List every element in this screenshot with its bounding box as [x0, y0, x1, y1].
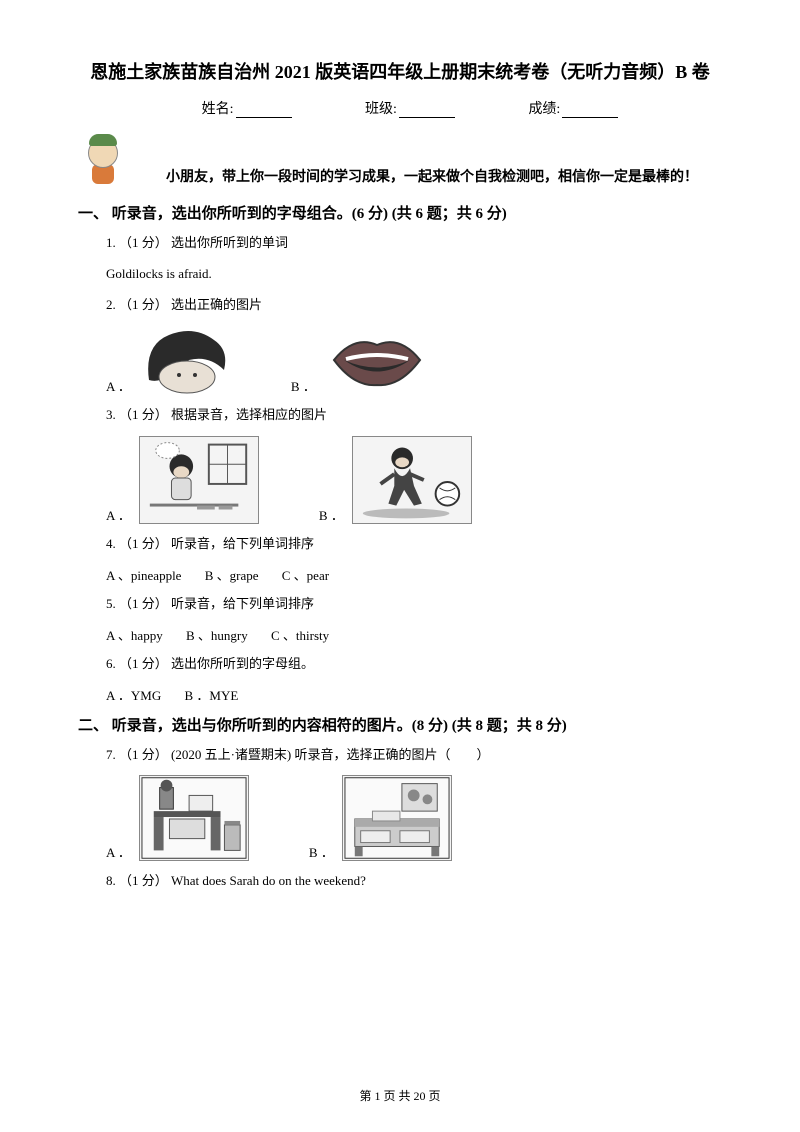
- q4-options: A 、pineapple B 、grape C 、pear: [106, 565, 722, 584]
- q7-stem: 7. （1 分） (2020 五上·诸暨期末) 听录音，选择正确的图片（ ）: [106, 745, 722, 766]
- q2-b-label: B ．: [291, 376, 316, 395]
- page-title: 恩施土家族苗族自治州 2021 版英语四年级上册期末统考卷（无听力音频）B 卷: [78, 58, 722, 84]
- q5-opt-b[interactable]: B 、hungry: [186, 628, 248, 643]
- q2-stem: 2. （1 分） 选出正确的图片: [106, 295, 722, 316]
- q6-opt-b[interactable]: B ．MYE: [185, 688, 239, 703]
- q2-opt-a[interactable]: A ．: [106, 325, 231, 395]
- q5-stem: 5. （1 分） 听录音，给下列单词排序: [106, 594, 722, 615]
- q6-opt-a[interactable]: A ．YMG: [106, 688, 161, 703]
- q5-opt-a[interactable]: A 、happy: [106, 628, 163, 643]
- q7-a-label: A ．: [106, 842, 131, 861]
- q8-stem: 8. （1 分） What does Sarah do on the weeke…: [106, 871, 722, 892]
- q3-images: A ． B ．: [106, 436, 722, 524]
- q1-stem: 1. （1 分） 选出你所听到的单词: [106, 233, 722, 254]
- score-blank[interactable]: [562, 104, 618, 118]
- q3-b-label: B ．: [319, 505, 344, 524]
- score-label: 成绩:: [528, 102, 560, 117]
- q2-a-label: A ．: [106, 376, 131, 395]
- q5-options: A 、happy B 、hungry C 、thirsty: [106, 625, 722, 644]
- q1-line: Goldilocks is afraid.: [106, 264, 722, 285]
- name-label: 姓名:: [202, 102, 234, 117]
- info-row: 姓名: 班级: 成绩:: [78, 98, 722, 118]
- q4-stem: 4. （1 分） 听录音，给下列单词排序: [106, 534, 722, 555]
- q2-opt-b[interactable]: B ．: [291, 325, 430, 395]
- hair-icon: [139, 325, 231, 395]
- section2-header: 二、 听录音，选出与你所听到的内容相符的图片。(8 分) (共 8 题；共 8 …: [78, 714, 722, 735]
- q7-images: A ． B ．: [106, 775, 722, 861]
- q2-images: A ． B ．: [106, 325, 722, 395]
- playing-boy-icon: [352, 436, 472, 524]
- q4-opt-b[interactable]: B 、grape: [205, 568, 259, 583]
- mascot-row: 小朋友，带上你一段时间的学习成果，一起来做个自我检测吧，相信你一定是最棒的！: [78, 134, 722, 188]
- q7-opt-b[interactable]: B ．: [309, 775, 452, 861]
- mouth-icon: [324, 325, 430, 395]
- q7-opt-a[interactable]: A ．: [106, 775, 249, 861]
- q6-stem: 6. （1 分） 选出你所听到的字母组。: [106, 654, 722, 675]
- q4-opt-c[interactable]: C 、pear: [282, 568, 329, 583]
- page-footer: 第 1 页 共 20 页: [0, 1087, 800, 1104]
- q3-opt-a[interactable]: A ．: [106, 436, 259, 524]
- mascot-text: 小朋友，带上你一段时间的学习成果，一起来做个自我检测吧，相信你一定是最棒的！: [166, 166, 698, 188]
- section1-header: 一、 听录音，选出你所听到的字母组合。(6 分) (共 6 题；共 6 分): [78, 202, 722, 223]
- room-icon: [342, 775, 452, 861]
- name-blank[interactable]: [236, 104, 292, 118]
- q5-opt-c[interactable]: C 、thirsty: [271, 628, 329, 643]
- q3-a-label: A ．: [106, 505, 131, 524]
- drawing-boy-icon: [139, 436, 259, 524]
- q3-stem: 3. （1 分） 根据录音，选择相应的图片: [106, 405, 722, 426]
- mascot-icon: [78, 134, 126, 188]
- class-label: 班级:: [365, 102, 397, 117]
- desk-icon: [139, 775, 249, 861]
- class-blank[interactable]: [399, 104, 455, 118]
- q4-opt-a[interactable]: A 、pineapple: [106, 568, 181, 583]
- q6-options: A ．YMG B ．MYE: [106, 685, 722, 704]
- q3-opt-b[interactable]: B ．: [319, 436, 472, 524]
- q7-b-label: B ．: [309, 842, 334, 861]
